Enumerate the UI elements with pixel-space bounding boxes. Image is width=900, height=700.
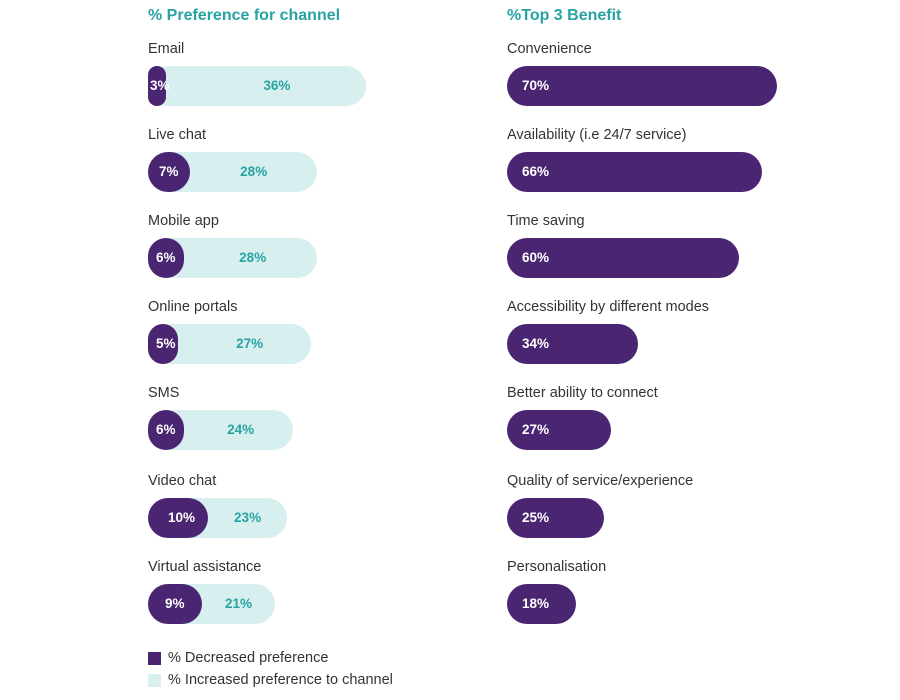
benefit-label: Quality of service/experience <box>507 473 694 489</box>
benefit-label: Better ability to connect <box>507 385 658 401</box>
legend-label: % Increased preference to channel <box>168 672 393 688</box>
benefit-bar <box>507 584 577 624</box>
right-panel-title: %Top 3 Benefit <box>507 7 622 24</box>
benefit-bar <box>507 324 639 364</box>
legend-label: % Decreased preference <box>168 650 329 666</box>
benefit-label: Convenience <box>507 41 592 57</box>
benefit-value-label: 66% <box>522 164 550 179</box>
legend-swatch <box>148 651 161 665</box>
benefit-value-label: 60% <box>522 250 550 265</box>
decreased-preference-bar <box>148 584 202 624</box>
decreased-preference-bar <box>148 66 166 106</box>
channel-label: Video chat <box>148 473 217 489</box>
legend-swatch <box>148 673 161 687</box>
channel-label: Online portals <box>148 299 238 315</box>
benefit-value-label: 70% <box>522 78 550 93</box>
benefit-bar <box>507 498 604 538</box>
legend: % Decreased preference % Increased prefer… <box>148 647 393 691</box>
decreased-preference-bar <box>148 498 208 538</box>
increased-preference-bar <box>148 66 366 106</box>
benefit-bar <box>507 152 762 192</box>
increased-value-label: 27% <box>236 336 264 351</box>
benefit-value-label: 18% <box>522 596 550 611</box>
benefit-bar <box>507 66 778 106</box>
left-panel-title: % Preference for channel <box>148 7 341 24</box>
decreased-value-label: 10% <box>168 510 196 525</box>
increased-value-label: 24% <box>227 422 255 437</box>
channel-label: Mobile app <box>148 213 219 229</box>
increased-value-label: 28% <box>240 164 268 179</box>
channel-label: Virtual assistance <box>148 559 262 575</box>
increased-value-label: 36% <box>263 78 291 93</box>
benefit-bar <box>507 238 739 278</box>
decreased-preference-bar <box>148 152 190 192</box>
channel-label: SMS <box>148 385 180 401</box>
benefit-label: Time saving <box>507 213 585 229</box>
benefit-label: Accessibility by different modes <box>507 299 710 315</box>
decreased-value-label: 5% <box>156 336 176 351</box>
decreased-preference-bar <box>148 324 178 364</box>
increased-value-label: 21% <box>225 596 253 611</box>
benefit-label: Personalisation <box>507 559 607 575</box>
decreased-preference-bar <box>148 238 184 278</box>
legend-item: % Decreased preference <box>148 647 393 669</box>
benefit-label: Availability (i.e 24/7 service) <box>507 127 687 143</box>
increased-value-label: 23% <box>234 510 262 525</box>
decreased-value-label: 6% <box>156 250 176 265</box>
decreased-preference-bar <box>148 410 184 450</box>
increased-value-label: 28% <box>239 250 267 265</box>
benefit-value-label: 27% <box>522 422 550 437</box>
channel-label: Email <box>148 41 185 57</box>
legend-item: % Increased preference to channel <box>148 669 393 691</box>
decreased-value-label: 6% <box>156 422 176 437</box>
benefit-value-label: 34% <box>522 336 550 351</box>
benefit-value-label: 25% <box>522 510 550 525</box>
channel-label: Live chat <box>148 127 207 143</box>
benefit-bar <box>507 410 612 450</box>
decreased-value-label: 3% <box>150 78 170 93</box>
decreased-value-label: 7% <box>159 164 179 179</box>
decreased-value-label: 9% <box>165 596 185 611</box>
